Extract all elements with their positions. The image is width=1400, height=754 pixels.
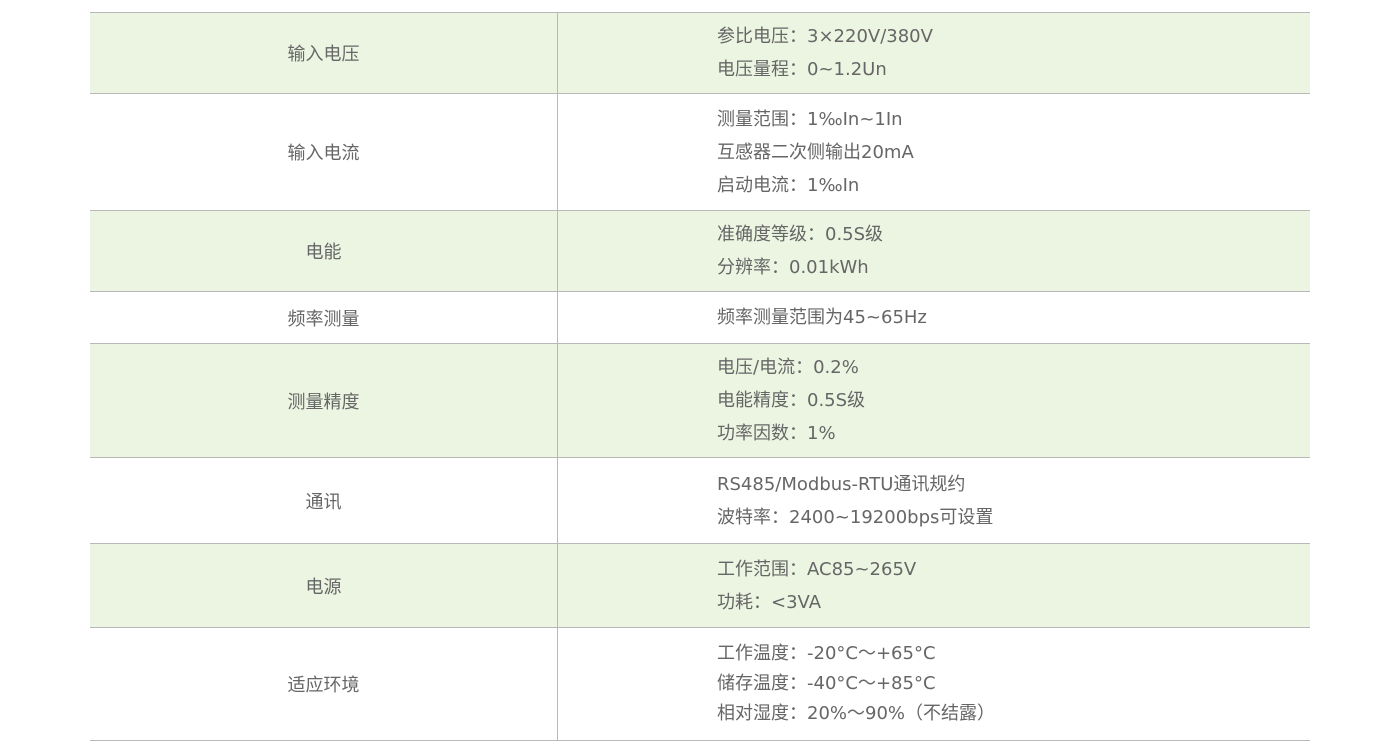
spec-value: 电能精度：0.5S级: [717, 390, 866, 411]
spec-value: 测量范围：1‰In~1In: [717, 108, 903, 130]
spec-label: 适应环境: [90, 627, 558, 741]
spec-table: 输入电压 参比电压：3×220V/380V 电压量程：0~1.2Un 输入电流 测量范围…: [90, 12, 1310, 741]
spec-row: 测量精度 电压/电流：0.2% 电能精度：0.5S级 功率因数：1%: [90, 343, 1310, 458]
spec-value: 电压量程：0~1.2Un: [717, 59, 887, 80]
spec-values: 参比电压：3×220V/380V 电压量程：0~1.2Un: [557, 12, 1310, 94]
spec-values: 准确度等级：0.5S级 分辨率：0.01kWh: [557, 210, 1310, 292]
spec-label: 电源: [90, 543, 558, 628]
spec-value: 功率因数：1%: [717, 423, 836, 444]
spec-value: RS485/Modbus-RTU通讯规约: [717, 473, 966, 495]
spec-row: 输入电压 参比电压：3×220V/380V 电压量程：0~1.2Un: [90, 12, 1310, 94]
spec-value: 启动电流：1‰In: [717, 174, 860, 196]
spec-row: 通讯 RS485/Modbus-RTU通讯规约 波特率：2400~19200bps可…: [90, 457, 1310, 544]
spec-value: 分辨率：0.01kWh: [717, 257, 869, 278]
spec-value: 波特率：2400~19200bps可设置: [717, 506, 994, 528]
spec-values: 工作温度：-20°C～+65°C 储存温度：-40°C～+85°C 相对湿度：20%…: [557, 627, 1310, 741]
spec-value: 储存温度：-40°C～+85°C: [717, 673, 936, 694]
spec-value: 互感器二次侧输出20mA: [717, 141, 914, 163]
spec-label: 通讯: [90, 457, 558, 544]
spec-row: 输入电流 测量范围：1‰In~1In 互感器二次侧输出20mA 启动电流：1‰In: [90, 93, 1310, 211]
spec-label: 电能: [90, 210, 558, 292]
spec-row: 电源 工作范围：AC85~265V 功耗：<3VA: [90, 543, 1310, 628]
spec-value: 功耗：<3VA: [717, 591, 822, 613]
spec-value: 相对湿度：20%～90%（不结露）: [717, 703, 996, 724]
spec-values: RS485/Modbus-RTU通讯规约波特率：2400~19200bps可设置: [557, 457, 1310, 544]
spec-value: 电压/电流：0.2%: [717, 357, 859, 378]
spec-values: 测量范围：1‰In~1In 互感器二次侧输出20mA 启动电流：1‰In: [557, 93, 1310, 211]
spec-label: 输入电流: [90, 93, 558, 211]
spec-values: 频率测量范围为45~65Hz: [557, 291, 1310, 344]
spec-values: 电压/电流：0.2% 电能精度：0.5S级 功率因数：1%: [557, 343, 1310, 458]
spec-label: 测量精度: [90, 343, 558, 458]
spec-values: 工作范围：AC85~265V 功耗：<3VA: [557, 543, 1310, 628]
spec-row: 频率测量 频率测量范围为45~65Hz: [90, 291, 1310, 344]
spec-value: 准确度等级：0.5S级: [717, 224, 884, 245]
spec-value: 频率测量范围为45~65Hz: [717, 307, 927, 328]
spec-value: 工作温度：-20°C～+65°C: [717, 643, 936, 664]
spec-row: 适应环境 工作温度：-20°C～+65°C 储存温度：-40°C～+85°C 相对湿度…: [90, 627, 1310, 741]
spec-label: 频率测量: [90, 291, 558, 344]
spec-value: 工作范围：AC85~265V: [717, 558, 917, 580]
spec-value: 参比电压：3×220V/380V: [717, 26, 933, 47]
spec-label: 输入电压: [90, 12, 558, 94]
spec-row: 电能 准确度等级：0.5S级 分辨率：0.01kWh: [90, 210, 1310, 292]
